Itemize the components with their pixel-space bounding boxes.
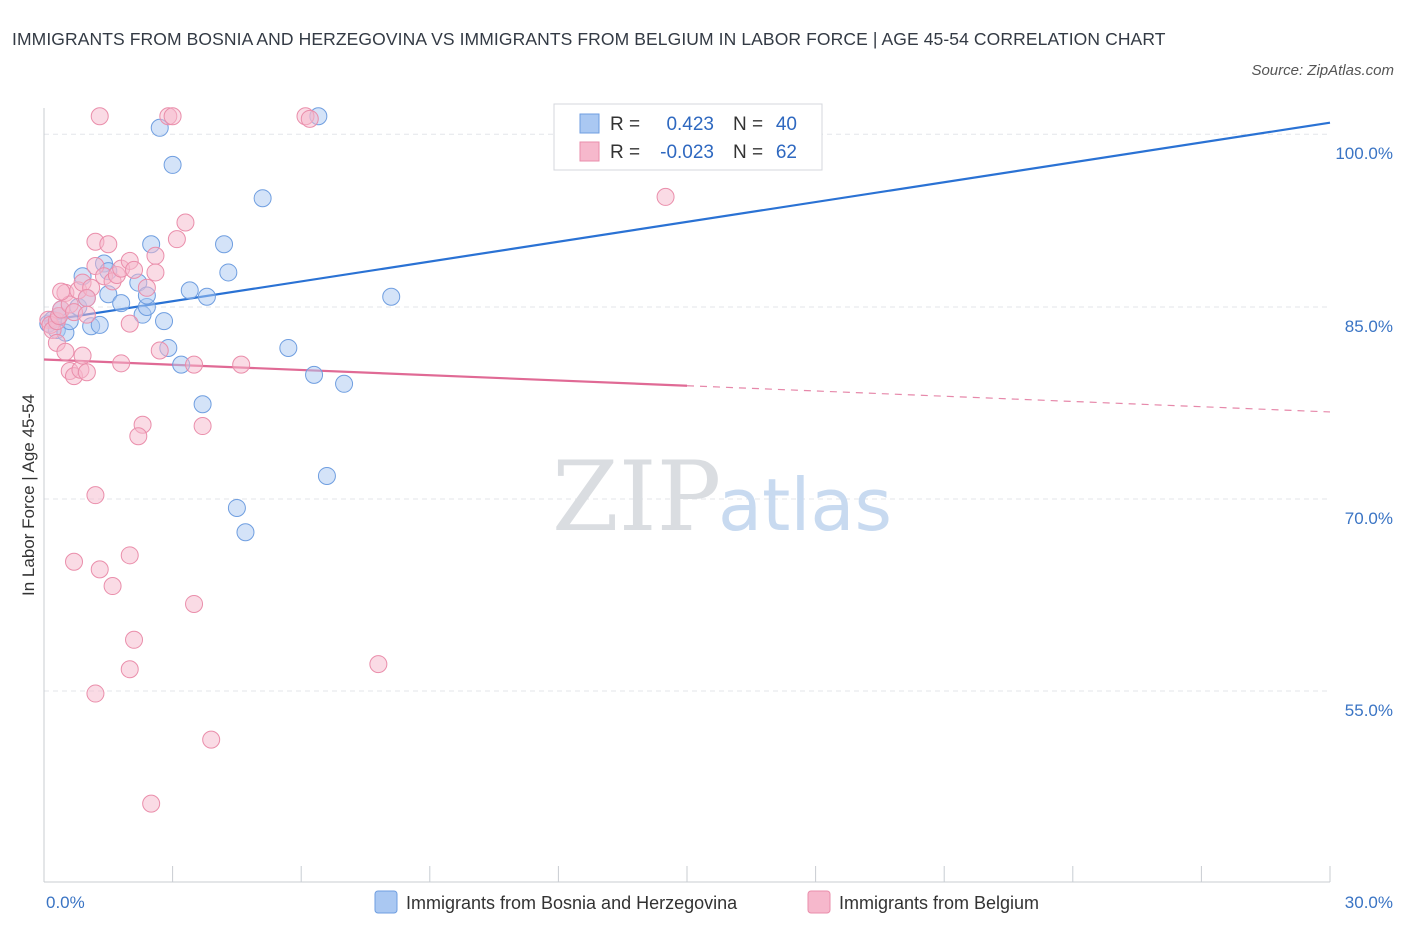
point-belgium — [77, 305, 96, 324]
legend-label-belgium: Immigrants from Belgium — [839, 893, 1039, 913]
point-bosnia — [317, 466, 336, 485]
point-belgium — [137, 278, 156, 297]
x-tick-label-min: 0.0% — [46, 893, 85, 912]
y-tick-label: 85.0% — [1345, 317, 1393, 336]
y-axis-title: In Labor Force | Age 45-54 — [19, 394, 38, 596]
point-belgium — [73, 346, 92, 365]
x-tick-label-max: 30.0% — [1345, 893, 1393, 912]
point-belgium — [146, 246, 165, 265]
series-legend: Immigrants from Bosnia and Herzegovina I… — [374, 890, 1039, 914]
point-belgium — [120, 314, 139, 333]
point-belgium — [120, 660, 139, 679]
legend-swatch-bosnia — [374, 890, 398, 914]
grid-lines — [44, 133, 1330, 692]
stats-n-value-blue: 40 — [776, 114, 797, 135]
point-bosnia — [227, 498, 246, 517]
point-bosnia — [335, 374, 354, 393]
trend-lines — [43, 121, 1331, 413]
point-belgium — [185, 355, 204, 374]
legend-label-bosnia: Immigrants from Bosnia and Herzegovina — [406, 893, 738, 913]
stats-r-value-blue: 0.423 — [666, 114, 714, 135]
point-bosnia — [90, 315, 109, 334]
point-belgium — [142, 794, 161, 813]
point-belgium — [163, 107, 182, 126]
point-bosnia — [219, 263, 238, 282]
trend-line-dashed — [686, 385, 1331, 413]
point-belgium — [52, 282, 71, 301]
point-belgium — [125, 260, 144, 279]
chart-title: IMMIGRANTS FROM BOSNIA AND HERZEGOVINA V… — [12, 29, 1166, 49]
point-belgium — [77, 363, 96, 382]
point-belgium — [146, 263, 165, 282]
point-bosnia — [197, 287, 216, 306]
point-belgium — [129, 427, 148, 446]
point-belgium — [99, 235, 118, 254]
stats-r-label-blue: R = — [610, 114, 640, 135]
point-belgium — [112, 354, 131, 373]
point-belgium — [86, 486, 105, 505]
watermark-atlas: atlas — [718, 463, 892, 547]
point-belgium — [193, 417, 212, 436]
point-bosnia — [112, 294, 131, 313]
point-belgium — [176, 213, 195, 232]
stats-n-label-pink: N = — [733, 142, 763, 163]
point-belgium — [90, 560, 109, 579]
trend-line-solid — [43, 358, 688, 387]
x-ticks — [43, 866, 1331, 882]
point-belgium — [56, 342, 75, 361]
point-bosnia — [382, 287, 401, 306]
point-belgium — [120, 546, 139, 565]
y-tick-labels: 100.0% 85.0% 70.0% 55.0% — [1335, 144, 1393, 720]
point-belgium — [86, 684, 105, 703]
stats-n-label-blue: N = — [733, 114, 763, 135]
stats-r-value-pink: -0.023 — [660, 142, 714, 163]
trend-line-solid — [43, 121, 1331, 323]
legend-swatch-belgium — [807, 890, 831, 914]
point-belgium — [232, 355, 251, 374]
y-tick-label: 100.0% — [1335, 144, 1393, 163]
point-belgium — [65, 552, 84, 571]
stats-swatch-pink — [579, 141, 600, 162]
stats-legend: R = 0.423 N = 40 R = -0.023 N = 62 — [553, 103, 823, 171]
y-tick-label: 55.0% — [1345, 701, 1393, 720]
point-belgium — [185, 594, 204, 613]
point-bosnia — [215, 235, 234, 254]
watermark: ZIP atlas — [552, 441, 892, 553]
point-bosnia — [279, 338, 298, 357]
point-belgium — [90, 107, 109, 126]
point-belgium — [202, 730, 221, 749]
point-belgium — [77, 289, 96, 308]
point-bosnia — [193, 395, 212, 414]
y-tick-label: 70.0% — [1345, 509, 1393, 528]
point-bosnia — [236, 523, 255, 542]
point-belgium — [150, 341, 169, 360]
stats-n-value-pink: 62 — [776, 142, 797, 163]
point-belgium — [167, 230, 186, 249]
point-belgium — [125, 630, 144, 649]
point-bosnia — [305, 365, 324, 384]
data-points — [39, 107, 675, 813]
point-bosnia — [253, 189, 272, 208]
point-belgium — [103, 577, 122, 596]
point-belgium — [369, 655, 388, 674]
watermark-zip: ZIP — [552, 441, 721, 553]
point-belgium — [656, 187, 675, 206]
point-bosnia — [155, 312, 174, 331]
source-label: Source: ZipAtlas.com — [1251, 62, 1394, 79]
point-bosnia — [180, 281, 199, 300]
stats-swatch-blue — [579, 113, 600, 134]
point-bosnia — [163, 155, 182, 174]
stats-r-label-pink: R = — [610, 142, 640, 163]
point-belgium — [300, 109, 319, 128]
